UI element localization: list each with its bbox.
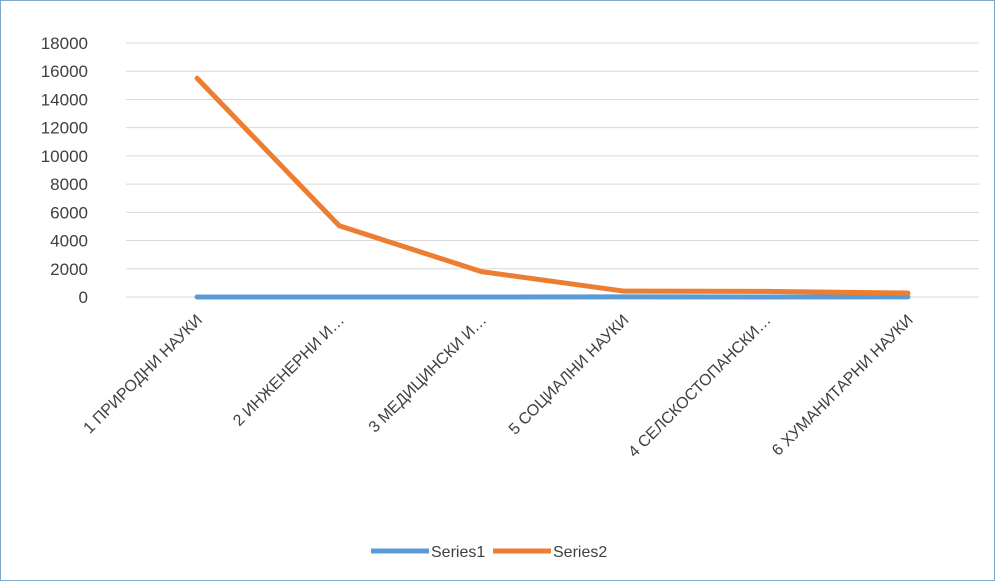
- x-category-label: 6 ХУМАНИТАРНИ НАУКИ: [769, 312, 917, 460]
- y-tick-label: 6000: [50, 203, 88, 222]
- legend: Series1 Series2: [371, 544, 607, 561]
- x-category-label: 4 СЕЛСКОСТОПАНСКИ…: [625, 312, 774, 461]
- data-point: [621, 289, 626, 294]
- data-point: [763, 294, 768, 299]
- data-point: [195, 76, 200, 81]
- y-tick-label: 8000: [50, 175, 88, 194]
- x-category-label: 1 ПРИРОДНИ НАУКИ: [81, 312, 206, 437]
- series-line-2: [197, 78, 908, 293]
- gridlines: [126, 43, 979, 297]
- x-category-label: 3 МЕДИЦИНСКИ И…: [366, 312, 490, 436]
- data-point: [905, 291, 910, 296]
- series-lines: [195, 76, 911, 300]
- data-point: [195, 294, 200, 299]
- y-tick-label: 14000: [41, 90, 88, 109]
- y-tick-label: 2000: [50, 260, 88, 279]
- x-category-label: 2 ИНЖЕНЕРНИ И…: [230, 312, 348, 430]
- data-point: [337, 294, 342, 299]
- x-category-label: 5 СОЦИАЛНИ НАУКИ: [506, 312, 632, 438]
- y-tick-label: 12000: [41, 119, 88, 138]
- y-tick-label: 16000: [41, 62, 88, 81]
- data-point: [479, 294, 484, 299]
- legend-label: Series2: [553, 544, 607, 561]
- data-point: [621, 294, 626, 299]
- y-tick-label: 18000: [41, 34, 88, 53]
- data-point: [763, 289, 768, 294]
- data-point: [479, 269, 484, 274]
- legend-label: Series1: [431, 544, 485, 561]
- y-axis-tick-labels: 0 2000 4000 6000 8000 10000 12000 14000 16000 180…: [41, 34, 88, 307]
- data-point: [337, 223, 342, 228]
- y-tick-label: 0: [79, 288, 88, 307]
- y-tick-label: 4000: [50, 232, 88, 251]
- y-tick-label: 10000: [41, 147, 88, 166]
